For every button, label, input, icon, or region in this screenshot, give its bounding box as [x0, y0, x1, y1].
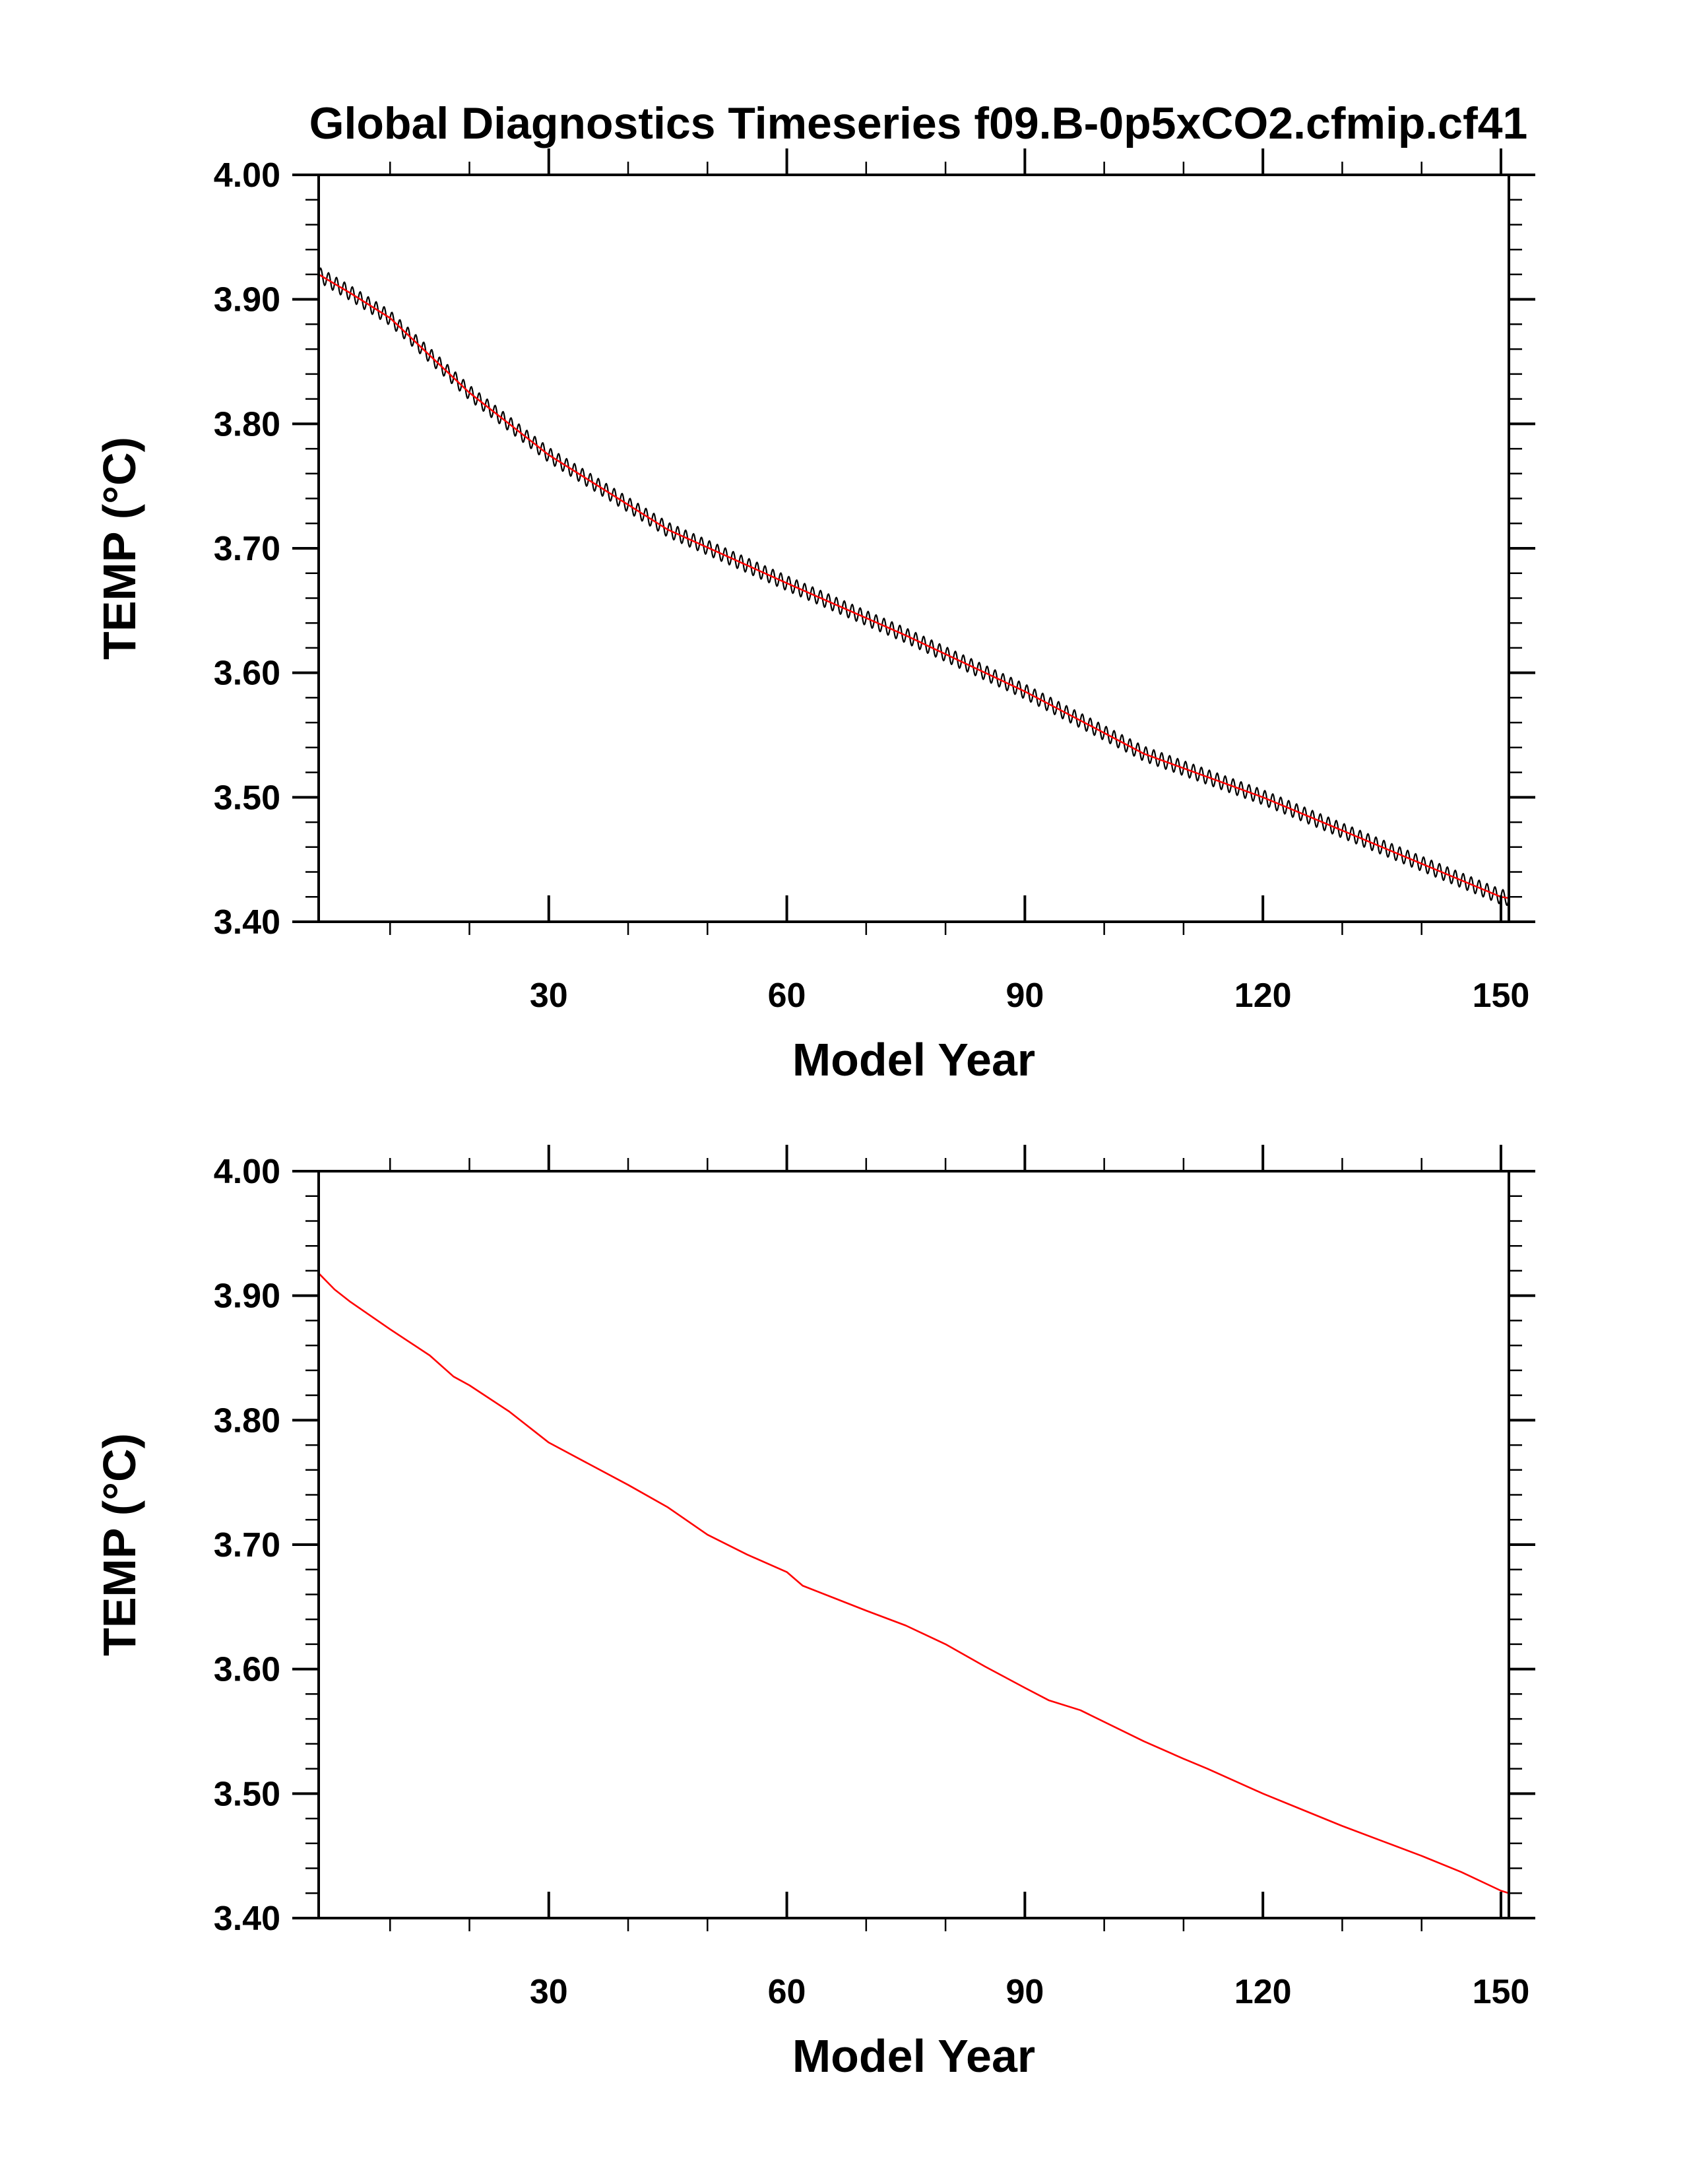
series-line-1	[318, 273, 1510, 899]
x-tick-label: 120	[1234, 1973, 1292, 2011]
chart-title: Global Diagnostics Timeseries f09.B-0p5x…	[309, 98, 1528, 148]
y-tick-label: 3.40	[214, 1900, 280, 1938]
y-tick-label: 3.70	[214, 1526, 280, 1564]
x-tick-label: 30	[530, 977, 568, 1015]
x-tick-label: 60	[768, 977, 806, 1015]
y-tick-label: 4.00	[214, 1153, 280, 1191]
bottom-panel: 3.40 3.50 3.60 3.70 3.80 3.90 4.00 30 60 90 120 150…	[94, 1145, 1535, 2082]
y-tick-label: 3.40	[214, 903, 280, 942]
x-tick-label: 30	[530, 1973, 568, 2011]
y-tick-label: 3.90	[214, 1277, 280, 1316]
y-tick-label: 3.50	[214, 779, 280, 817]
series-line-0	[317, 267, 1510, 907]
x-axis-title: Model Year	[792, 2030, 1035, 2082]
x-tick-label: 90	[1005, 1973, 1044, 2011]
y-axis-title: TEMP (°C)	[94, 437, 145, 660]
x-tick-label: 150	[1473, 1973, 1530, 2011]
plot-frame	[317, 174, 1510, 923]
x-axis-title: Model Year	[792, 1034, 1035, 1085]
y-tick-label: 3.60	[214, 655, 280, 693]
series-line-0	[318, 1272, 1510, 1894]
x-tick-label: 90	[1005, 977, 1044, 1015]
y-tick-label: 3.60	[214, 1651, 280, 1689]
y-tick-label: 3.70	[214, 530, 280, 568]
y-tick-label: 3.90	[214, 281, 280, 319]
plot-frame	[317, 1170, 1510, 1919]
top-panel: 3.40 3.50 3.60 3.70 3.80 3.90 4.00 30 60 90 120 150…	[94, 148, 1535, 1085]
y-tick-label: 3.80	[214, 405, 280, 443]
x-tick-label: 60	[768, 1973, 806, 2011]
x-tick-label: 150	[1473, 977, 1530, 1015]
x-tick-label: 120	[1234, 977, 1292, 1015]
y-tick-label: 3.50	[214, 1775, 280, 1813]
y-axis-title: TEMP (°C)	[94, 1433, 145, 1656]
y-tick-label: 4.00	[214, 156, 280, 195]
y-tick-label: 3.80	[214, 1401, 280, 1440]
